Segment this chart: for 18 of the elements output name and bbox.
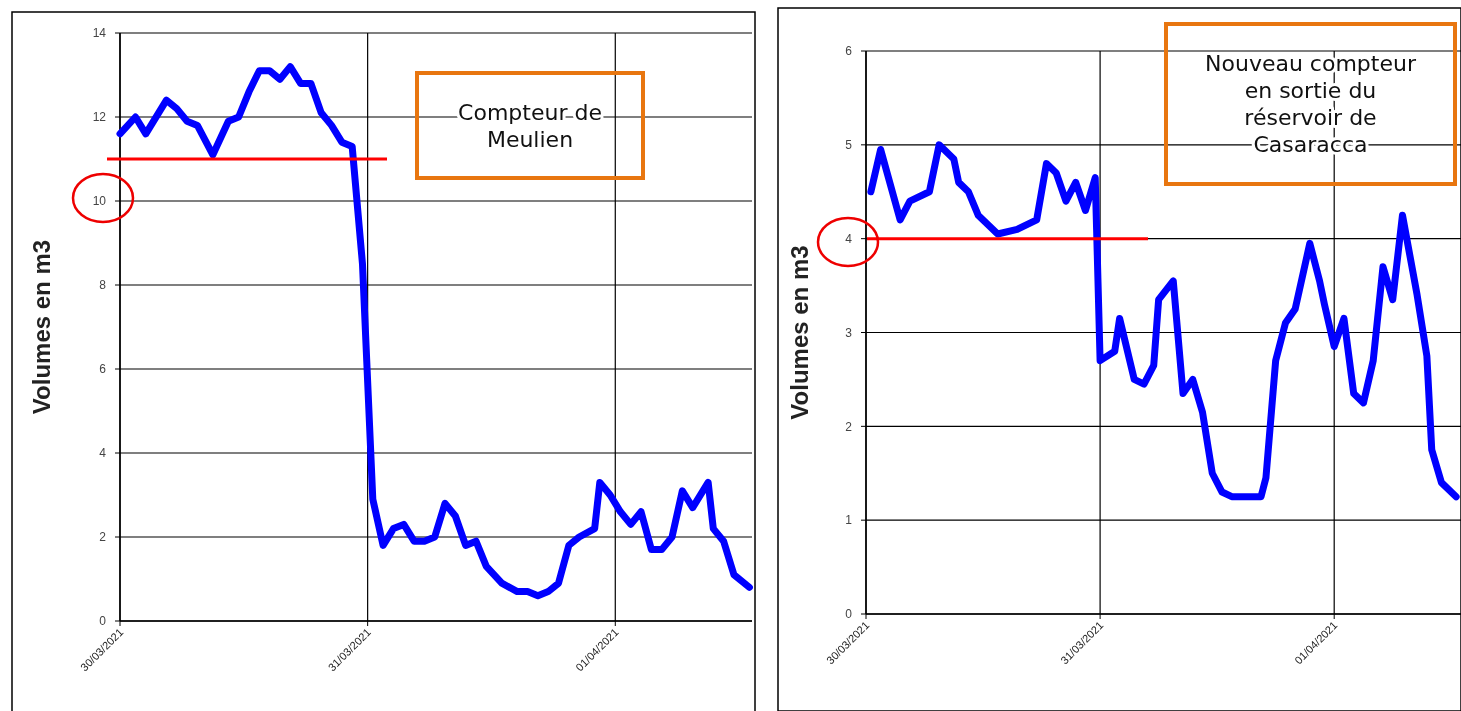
y-tick-label: 3 [845,325,853,340]
y-tick-label: 1 [845,513,853,528]
y-tick-label: 2 [99,530,107,545]
y-tick-label: 5 [845,138,853,153]
y-tick-label: 4 [845,231,853,246]
annotation: Compteur de Meulien [458,99,602,152]
y-axis-title: Volumes en m3 [786,245,814,420]
y-tick-label: 6 [845,44,853,59]
y-tick-label: 14 [92,26,107,41]
y-axis-title: Volumes en m3 [28,239,56,415]
y-tick-label: 6 [99,362,107,377]
y-tick-label: 0 [99,614,107,629]
y-tick-label: 2 [845,419,853,434]
y-tick-label: 10 [92,194,107,209]
y-tick-label: 4 [99,446,107,461]
y-tick-label: 12 [92,110,107,125]
y-tick-label: 0 [845,607,853,622]
y-tick-label: 8 [99,278,107,293]
